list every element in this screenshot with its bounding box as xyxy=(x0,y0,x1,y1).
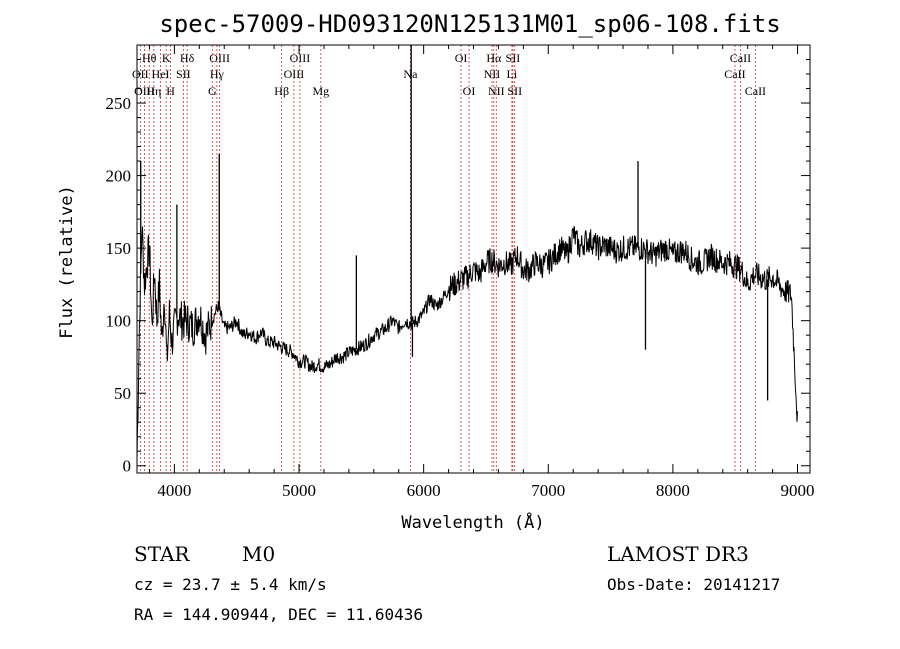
line-marker-group xyxy=(139,45,756,473)
line-marker-label: K xyxy=(162,51,171,65)
redshift-readout: cz = 23.7 ± 5.4 km/s xyxy=(134,575,327,594)
line-marker-label: OI xyxy=(455,51,468,65)
y-tick-label: 150 xyxy=(106,239,132,258)
x-tick-label: 5000 xyxy=(282,481,316,500)
line-label-group: HθOIIOIIIHηHeIKHSIIHδGHγOIIIHβOIIIOIIIMg… xyxy=(132,51,766,98)
line-marker-label: Hγ xyxy=(210,67,225,81)
line-marker-label: SII xyxy=(507,84,522,98)
x-tick-label: 6000 xyxy=(407,481,441,500)
line-marker-label: NII xyxy=(488,84,505,98)
line-marker-label: OIII xyxy=(290,51,311,65)
line-marker-label: OIII xyxy=(134,84,155,98)
line-marker-label: HeI xyxy=(152,67,170,81)
line-marker-label: OIII xyxy=(209,51,230,65)
obs-date: Obs-Date: 20141217 xyxy=(607,575,780,594)
line-marker-label: CaII xyxy=(745,84,766,98)
x-tick-label: 8000 xyxy=(656,481,690,500)
line-marker-label: CaII xyxy=(730,51,751,65)
line-marker-label: Hη xyxy=(146,84,161,98)
line-marker-label: Mg xyxy=(312,84,329,98)
x-tick-label: 9000 xyxy=(781,481,815,500)
y-tick-label: 50 xyxy=(114,384,131,403)
y-tick-label: 100 xyxy=(106,312,132,331)
line-marker-label: G xyxy=(208,84,217,98)
object-class: STAR xyxy=(134,542,190,566)
line-marker-label: OI xyxy=(463,84,476,98)
y-tick-label: 250 xyxy=(106,94,132,113)
object-subclass: M0 xyxy=(242,542,275,566)
line-marker-label: Hβ xyxy=(274,84,289,98)
line-marker-label: Hα xyxy=(486,51,502,65)
line-marker-label: SII xyxy=(506,51,521,65)
line-marker-label: SII xyxy=(176,67,191,81)
y-axis-label: Flux (relative) xyxy=(57,185,77,339)
chart-title: spec-57009-HD093120N125131M01_sp06-108.f… xyxy=(159,10,780,38)
spike-group xyxy=(140,45,769,401)
line-marker-label: NII xyxy=(484,67,501,81)
x-axis: 4000 5000 6000 7000 8000 9000 xyxy=(148,45,815,500)
line-marker-label: CaII xyxy=(724,67,745,81)
line-marker-label: Hδ xyxy=(180,51,195,65)
survey-name: LAMOST DR3 xyxy=(607,542,749,566)
coordinates: RA = 144.90944, DEC = 11.60436 xyxy=(134,605,423,624)
line-marker-label: Li xyxy=(507,67,518,81)
y-axis: 0 50 100 150 200 250 xyxy=(106,59,810,476)
x-axis-label: Wavelength (Å) xyxy=(401,511,544,533)
line-marker-label: Hθ xyxy=(142,51,157,65)
spectrum-series-line xyxy=(136,225,798,459)
line-marker-label: OIII xyxy=(284,67,305,81)
y-tick-label: 0 xyxy=(123,457,132,476)
y-tick-label: 200 xyxy=(106,167,132,186)
line-marker-label: H xyxy=(166,84,175,98)
x-tick-label: 4000 xyxy=(157,481,191,500)
x-tick-label: 7000 xyxy=(531,481,565,500)
